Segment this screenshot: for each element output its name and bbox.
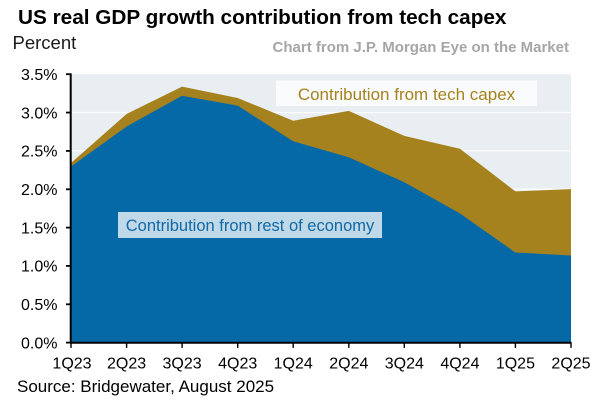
svg-text:Contribution from rest of econ: Contribution from rest of economy — [126, 217, 375, 235]
svg-text:4Q23: 4Q23 — [218, 356, 257, 373]
svg-text:1.5%: 1.5% — [21, 220, 57, 237]
svg-text:2Q24: 2Q24 — [329, 356, 368, 373]
svg-text:1Q24: 1Q24 — [274, 356, 313, 373]
svg-text:2.5%: 2.5% — [21, 144, 57, 161]
svg-text:2Q25: 2Q25 — [551, 356, 590, 373]
svg-text:3.0%: 3.0% — [21, 105, 57, 122]
svg-text:2.0%: 2.0% — [21, 182, 57, 199]
svg-text:1Q23: 1Q23 — [52, 356, 91, 373]
svg-text:4Q24: 4Q24 — [440, 356, 479, 373]
svg-text:3.5%: 3.5% — [21, 67, 57, 84]
svg-text:3Q23: 3Q23 — [163, 356, 202, 373]
svg-text:1.0%: 1.0% — [21, 259, 57, 276]
svg-text:2Q23: 2Q23 — [107, 356, 146, 373]
svg-text:3Q24: 3Q24 — [385, 356, 424, 373]
svg-text:Contribution from tech capex: Contribution from tech capex — [298, 85, 516, 104]
svg-text:0.5%: 0.5% — [21, 297, 57, 314]
svg-text:0.0%: 0.0% — [21, 335, 57, 352]
svg-text:1Q25: 1Q25 — [496, 356, 535, 373]
